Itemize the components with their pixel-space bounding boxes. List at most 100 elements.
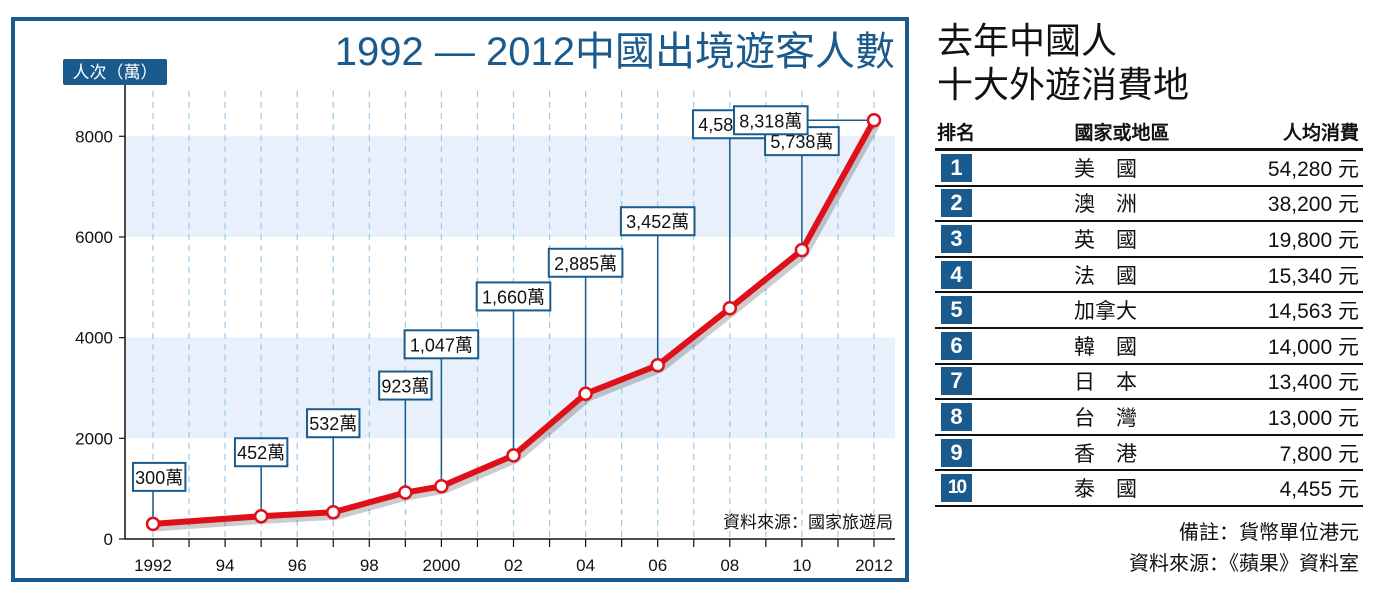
rank-badge: 10 — [941, 474, 972, 503]
data-label: 532萬 — [309, 414, 357, 434]
rank-badge: 4 — [941, 260, 972, 289]
rank-badge: 5 — [941, 296, 972, 325]
data-label: 2,885萬 — [554, 254, 617, 274]
data-point — [434, 479, 449, 494]
country-name: 香 港 — [1074, 441, 1137, 466]
ranking-title-line1: 去年中國人 — [937, 21, 1118, 62]
rank-badge: 8 — [941, 402, 972, 431]
country-name: 美 國 — [1074, 156, 1137, 181]
ranking-row: 2 澳 洲 38,200 元 — [935, 187, 1363, 223]
rank-badge: 2 — [941, 189, 972, 218]
x-tick-label: 08 — [720, 556, 739, 575]
ranking-row: 7 日 本 13,400 元 — [935, 365, 1363, 401]
y-tick-label: 4000 — [75, 329, 113, 348]
data-label: 452萬 — [237, 443, 285, 463]
ranking-header: 排名 國家或地區 人均消費 — [935, 114, 1363, 151]
data-point — [866, 113, 882, 128]
data-point — [506, 448, 521, 463]
data-point — [722, 300, 738, 316]
x-tick-label: 10 — [792, 556, 811, 575]
data-point — [650, 357, 665, 373]
rank-badge: 3 — [941, 224, 972, 253]
per-capita-spend: 14,000 元 — [1267, 335, 1359, 359]
ranking-row: 6 韓 國 14,000 元 — [935, 329, 1363, 365]
per-capita-spend: 15,340 元 — [1267, 264, 1359, 288]
x-tick-label: 2012 — [855, 556, 893, 575]
country-name: 台 灣 — [1074, 405, 1137, 430]
x-tick-label: 04 — [576, 556, 595, 575]
x-tick-label: 2000 — [422, 556, 460, 575]
data-label-box — [306, 408, 361, 439]
per-capita-spend: 13,000 元 — [1267, 406, 1359, 430]
header-rank: 排名 — [937, 121, 976, 144]
x-tick-label: 94 — [216, 556, 235, 575]
country-name: 韓 國 — [1074, 334, 1137, 359]
data-label: 3,452萬 — [626, 212, 689, 232]
data-point — [253, 508, 269, 524]
rank-badge: 7 — [941, 367, 972, 396]
x-tick-label: 02 — [504, 556, 523, 575]
rank-badge: 1 — [941, 153, 972, 182]
country-name: 泰 國 — [1074, 477, 1137, 502]
data-label-box — [132, 461, 187, 492]
data-label-box — [403, 329, 480, 360]
per-capita-spend: 19,800 元 — [1267, 228, 1359, 252]
x-tick-label: 1992 — [134, 556, 172, 575]
per-capita-spend: 38,200 元 — [1267, 193, 1359, 217]
data-point — [145, 516, 161, 532]
chart-title: 1992 — 2012中國出境遊客人數 — [335, 30, 895, 74]
data-point — [326, 504, 341, 520]
header-spend: 人均消費 — [1282, 121, 1359, 144]
data-label-box — [733, 105, 809, 136]
ranking-row: 3 英 國 19,800 元 — [935, 222, 1363, 258]
data-label: 5,738萬 — [770, 132, 833, 152]
country-name: 日 本 — [1074, 370, 1137, 395]
data-point — [398, 485, 413, 500]
table-source: 資料來源：《蘋果》資料室 — [1129, 550, 1359, 575]
ranking-title-line2: 十大外遊消費地 — [937, 65, 1190, 106]
country-name: 英 國 — [1074, 227, 1137, 252]
data-label-box — [547, 247, 624, 278]
per-capita-spend: 13,400 元 — [1267, 371, 1359, 395]
data-label-box — [619, 206, 696, 237]
country-name: 加拿大 — [1074, 299, 1137, 324]
y-tick-label: 8000 — [75, 127, 113, 146]
data-label: 1,660萬 — [482, 287, 545, 307]
y-tick-label: 0 — [104, 530, 113, 549]
grid-band — [125, 337, 895, 439]
country-name: 澳 洲 — [1074, 192, 1137, 217]
line-chart: 0 2000 4000 6000 8000 1992 94 96 98 2000 02 04 06 08 1… — [63, 30, 895, 575]
x-tick-label: 98 — [360, 556, 379, 575]
ranking-row: 9 香 港 7,800 元 — [935, 436, 1363, 472]
header-country: 國家或地區 — [1074, 121, 1170, 144]
x-tick-label: 96 — [288, 556, 307, 575]
country-name: 法 國 — [1074, 263, 1137, 288]
ranking-row: 1 美 國 54,280 元 — [935, 151, 1363, 187]
ranking-row: 5 加拿大 14,563 元 — [935, 293, 1363, 329]
x-tick-label: 06 — [648, 556, 667, 575]
per-capita-spend: 4,455 元 — [1279, 478, 1359, 502]
currency-note: 備註：貨幣單位港元 — [1179, 519, 1359, 544]
data-point — [578, 386, 593, 402]
rank-badge: 9 — [941, 438, 972, 467]
per-capita-spend: 7,800 元 — [1279, 442, 1359, 466]
data-label-box — [475, 281, 552, 312]
ranking-panel: 去年中國人 十大外遊消費地 排名 國家或地區 人均消費 1 美 國 54,280 元… — [935, 20, 1363, 579]
per-capita-spend: 14,563 元 — [1267, 300, 1359, 324]
ranking-row: 10 泰 國 4,455 元 — [935, 471, 1363, 507]
data-label: 300萬 — [135, 468, 183, 488]
chart-source: 資料來源：國家旅遊局 — [723, 513, 893, 533]
data-label-box — [378, 370, 433, 401]
data-point — [794, 242, 810, 258]
chart-panel: 0 2000 4000 6000 8000 1992 94 96 98 2000 02 04 06 08 1… — [11, 17, 909, 582]
y-tick-label: 6000 — [75, 228, 113, 247]
y-tick-label: 2000 — [75, 429, 113, 448]
ranking-rows: 1 美 國 54,280 元 2 澳 洲 38,200 元 3 英 國 19,800 元 4… — [935, 151, 1363, 507]
data-label: 923萬 — [381, 377, 429, 397]
ranking-row: 4 法 國 15,340 元 — [935, 258, 1363, 294]
y-axis-label: 人次（萬） — [73, 63, 158, 83]
data-label: 8,318萬 — [739, 111, 802, 131]
rank-badge: 6 — [941, 331, 972, 360]
y-axis-label-box — [63, 59, 167, 85]
ranking-row: 8 台 灣 13,000 元 — [935, 400, 1363, 436]
